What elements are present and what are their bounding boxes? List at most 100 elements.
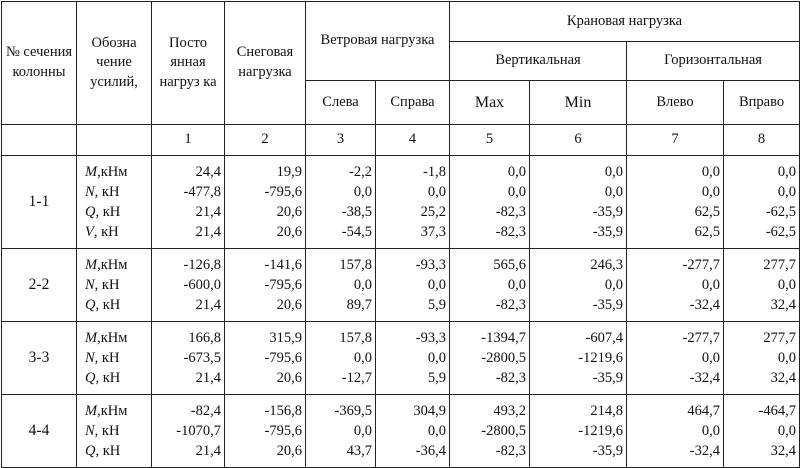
value: -35,9 (592, 443, 624, 459)
force-labels-cell: M,кНм N, кН Q, кН (76, 321, 152, 395)
crane-min-header: Min (529, 80, 628, 125)
value: -54,5 (341, 224, 372, 240)
wind-right-header: Справа (374, 80, 451, 125)
values-cell: 246,3 0,0 -35,9 (529, 248, 628, 322)
force-label: Q, кН (77, 441, 151, 461)
crane-max-header: Max (449, 80, 531, 125)
value: -477,8 (183, 184, 221, 200)
force-unit: ,кНм (97, 403, 128, 419)
values-cell: 464,7 0,0 -32,4 (626, 394, 725, 468)
force-label: Q, кН (77, 202, 151, 222)
value: 0,0 (427, 277, 447, 293)
value: 565,6 (493, 257, 527, 273)
values-cell: 157,8 0,0 -12,7 (305, 321, 376, 395)
column-number: 8 (723, 124, 800, 156)
section-label: 3-3 (1, 321, 77, 395)
force-symbol: M (85, 164, 98, 180)
snow-load-header: Снеговая нагрузка (224, 1, 306, 125)
value: -82,3 (495, 443, 527, 459)
crane-left-header: Влево (626, 80, 725, 125)
value: 0,0 (777, 184, 797, 200)
value: 0,0 (777, 277, 797, 293)
force-symbol: N (85, 350, 95, 366)
value: -82,3 (495, 297, 527, 313)
value: 277,7 (763, 257, 797, 273)
value: 166,8 (188, 330, 221, 346)
value: 0,0 (777, 164, 797, 180)
force-label: M,кНм (77, 255, 151, 275)
value: 0,0 (353, 184, 372, 200)
force-unit: , кН (95, 443, 121, 459)
force-symbol: V (85, 224, 94, 240)
section-label: 2-2 (1, 248, 77, 322)
value: -156,8 (264, 403, 302, 419)
value: -82,3 (495, 204, 527, 220)
values-cell: -156,8 -795,6 20,6 (224, 394, 306, 468)
value: 32,4 (770, 297, 797, 313)
force-label: N, кН (77, 275, 151, 295)
values-cell: -607,4 -1219,6 -35,9 (529, 321, 628, 395)
value: -673,5 (183, 350, 221, 366)
value: -2800,5 (481, 350, 527, 366)
values-cell: 24,4 -477,8 21,4 21,4 (151, 155, 225, 249)
value: 246,3 (590, 257, 624, 273)
value: -795,6 (264, 350, 302, 366)
column-number: 1 (151, 124, 225, 156)
value: -1219,6 (578, 423, 624, 439)
values-cell: 315,9 -795,6 20,6 (224, 321, 306, 395)
crane-right-header: Вправо (723, 80, 800, 125)
permanent-load-header: Посто янная нагруз ка (151, 1, 225, 125)
value: 0,0 (353, 277, 372, 293)
value: 157,8 (339, 330, 372, 346)
force-symbol: M (85, 330, 98, 346)
values-cell: -277,7 0,0 -32,4 (626, 321, 725, 395)
value: -1394,7 (481, 330, 527, 346)
values-cell: -93,3 0,0 5,9 (374, 321, 451, 395)
values-cell: 493,2 -2800,5 -82,3 (449, 394, 531, 468)
value: 5,9 (427, 370, 447, 386)
value: 315,9 (269, 330, 302, 346)
value: 32,4 (770, 370, 797, 386)
value: 89,7 (346, 297, 372, 313)
value: -32,4 (689, 443, 721, 459)
value: 0,0 (701, 423, 721, 439)
values-cell: -1394,7 -2800,5 -82,3 (449, 321, 531, 395)
table-row: 2-2 M,кНм N, кН Q, кН -126,8 -600,0 21,4 -141,6… (1, 248, 800, 322)
value: 0,0 (701, 277, 721, 293)
value: 62,5 (694, 204, 721, 220)
crane-vertical-header: Вертикальная (449, 41, 628, 81)
value: -35,9 (592, 297, 624, 313)
value: -795,6 (264, 184, 302, 200)
force-unit: ,кНм (97, 164, 128, 180)
values-cell: 565,6 0,0 -82,3 (449, 248, 531, 322)
values-cell: -82,4 -1070,7 21,4 (151, 394, 225, 468)
value: 157,8 (339, 257, 372, 273)
force-unit: , кН (95, 370, 121, 386)
value: -141,6 (264, 257, 302, 273)
force-label: Q, кН (77, 368, 151, 388)
value: -82,3 (495, 224, 527, 240)
force-label: M,кНм (77, 162, 151, 182)
value: -600,0 (183, 277, 221, 293)
values-cell: -141,6 -795,6 20,6 (224, 248, 306, 322)
value: -1,8 (423, 164, 447, 180)
force-unit: , кН (94, 184, 120, 200)
force-unit: , кН (95, 297, 121, 313)
values-cell: 19,9 -795,6 20,6 20,6 (224, 155, 306, 249)
values-cell: 304,9 0,0 -36,4 (374, 394, 451, 468)
values-cell: -1,8 0,0 25,2 37,3 (374, 155, 451, 249)
force-label: N, кН (77, 421, 151, 441)
force-symbol: N (85, 423, 95, 439)
value: -607,4 (585, 330, 624, 346)
value: 0,0 (777, 350, 797, 366)
values-cell: -277,7 0,0 -32,4 (626, 248, 725, 322)
force-labels-cell: M,кНм N, кН Q, кН (76, 248, 152, 322)
values-cell: 0,0 0,0 -62,5 -62,5 (723, 155, 800, 249)
force-symbol: Q (85, 204, 96, 220)
column-number: 6 (529, 124, 628, 156)
wind-load-header: Ветровая нагрузка (304, 1, 451, 81)
value: 464,7 (687, 403, 721, 419)
force-symbol: M (85, 403, 98, 419)
value: 5,9 (427, 297, 447, 313)
force-unit: , кН (93, 224, 119, 240)
